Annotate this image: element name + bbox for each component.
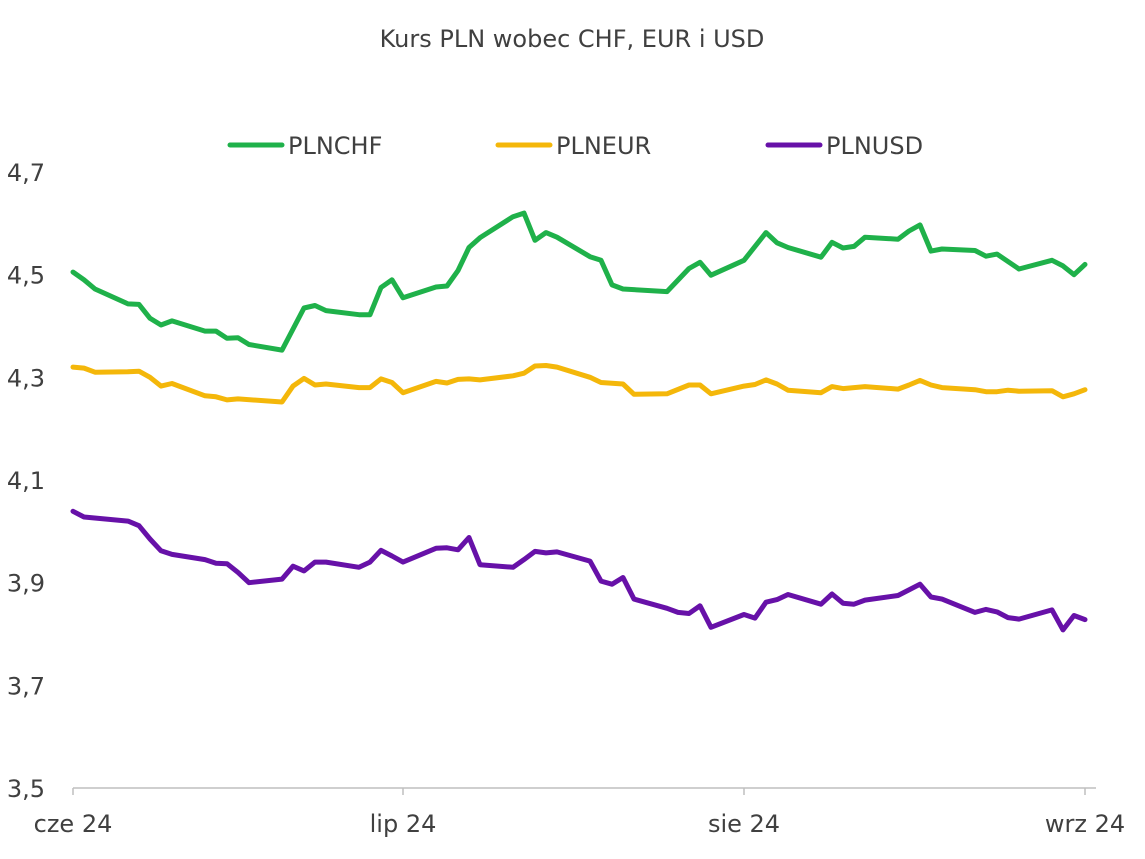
legend: PLNCHF PLNEUR PLNUSD: [227, 132, 923, 160]
x-tick-label: wrz 24: [1045, 810, 1125, 838]
legend-label: PLNEUR: [556, 132, 651, 160]
x-tick-label: sie 24: [708, 810, 780, 838]
y-tick-label: 4,7: [7, 159, 45, 187]
legend-item-plnusd: PLNUSD: [765, 132, 923, 160]
y-tick-label: 4,1: [7, 467, 45, 495]
legend-label: PLNUSD: [826, 132, 923, 160]
series-layer: [70, 210, 1088, 633]
x-tick-label: lip 24: [370, 810, 437, 838]
y-tick-label: 4,3: [7, 364, 45, 392]
y-tick-label: 4,5: [7, 262, 45, 290]
series-line-plnchf: [70, 210, 1088, 353]
x-tick-label: cze 24: [34, 810, 113, 838]
chart-title: Kurs PLN wobec CHF, EUR i USD: [380, 25, 765, 53]
legend-label: PLNCHF: [288, 132, 382, 160]
y-axis: 3,5 3,7 3,9 4,1 4,3 4,5 4,7: [7, 159, 45, 803]
legend-item-plnchf: PLNCHF: [227, 132, 382, 160]
series-line-plneur: [70, 363, 1088, 405]
series-line-plnusd: [70, 508, 1088, 633]
legend-item-plneur: PLNEUR: [495, 132, 651, 160]
y-tick-label: 3,5: [7, 775, 45, 803]
x-axis: cze 24 lip 24 sie 24 wrz 24: [34, 787, 1125, 838]
y-tick-label: 3,9: [7, 570, 45, 598]
y-tick-label: 3,7: [7, 672, 45, 700]
